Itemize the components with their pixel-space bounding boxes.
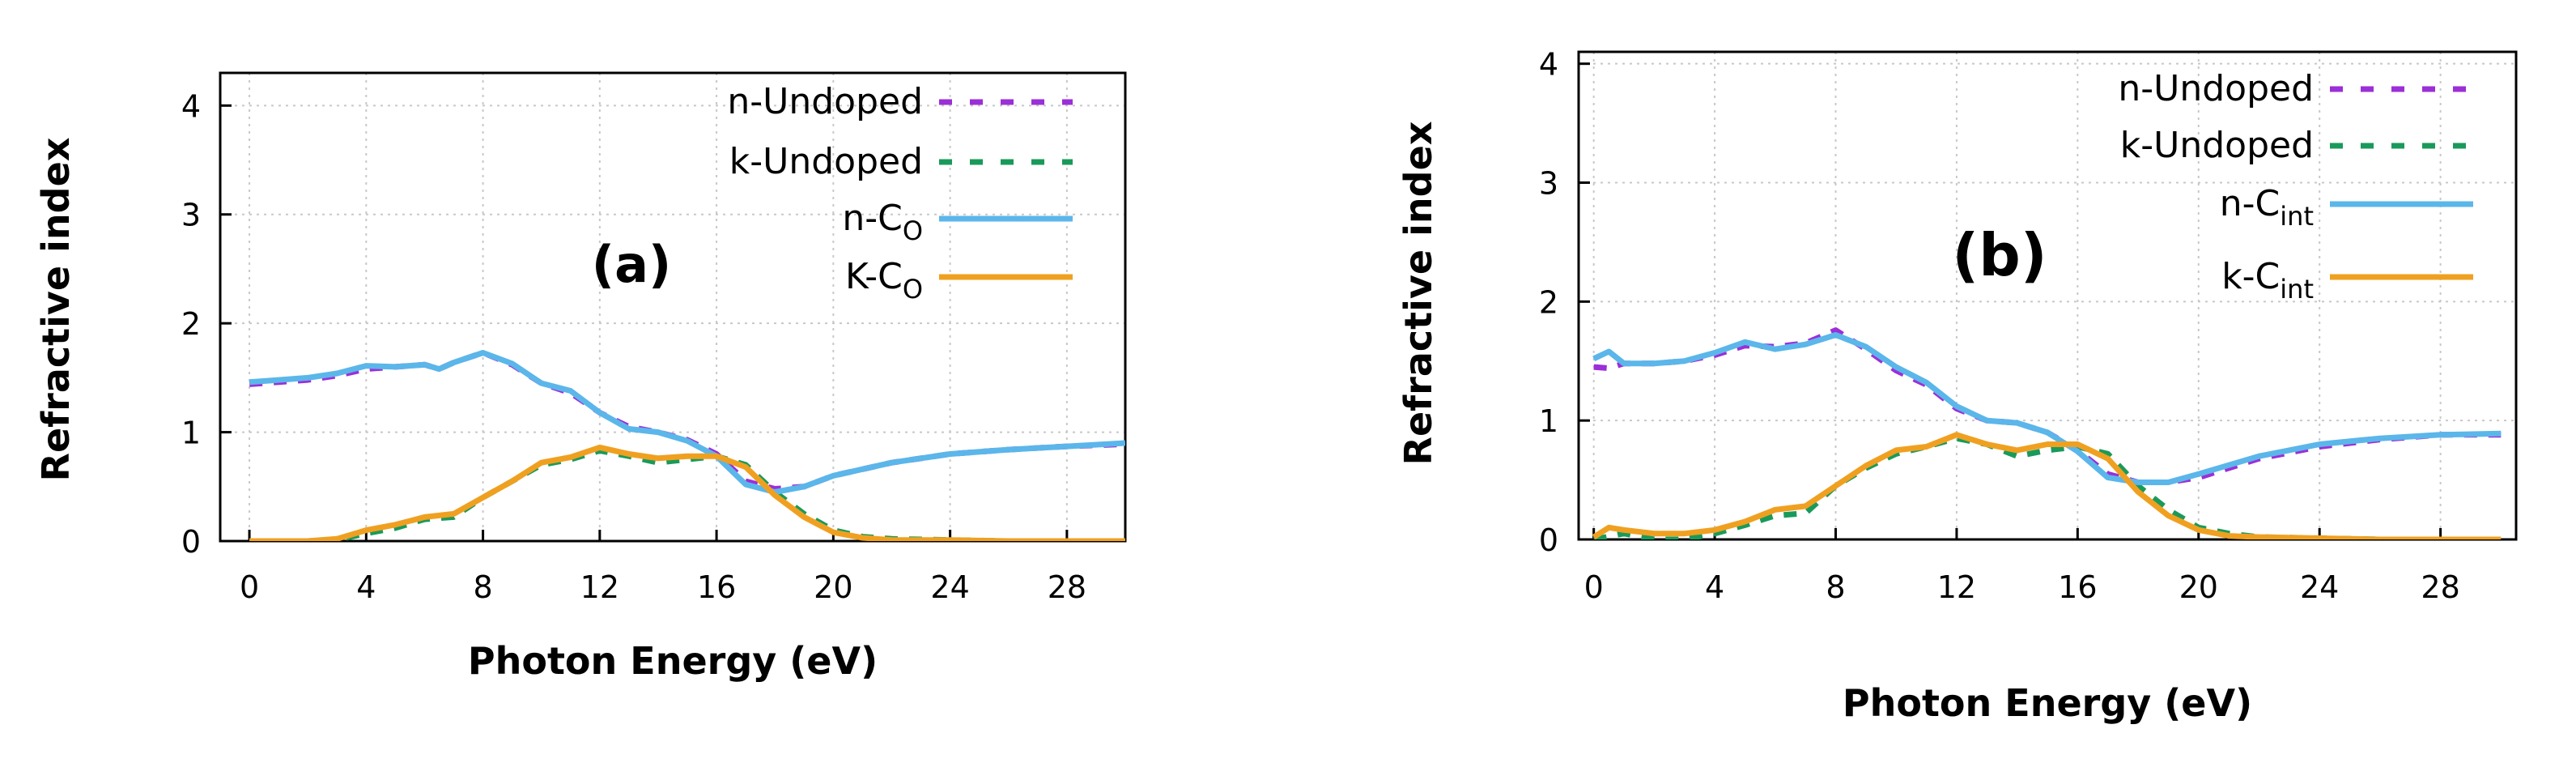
series-line-k-c-o (249, 444, 1125, 541)
series-line-n-c-o (249, 350, 1125, 495)
legend-label-subscript: int (2280, 201, 2314, 232)
legend-entry: n-Cint (2220, 183, 2314, 232)
y-axis-label: Refractive index (34, 138, 78, 482)
x-tick-label: 4 (356, 569, 376, 605)
y-tick-label: 3 (181, 198, 201, 233)
series-line-k-c-int (1592, 432, 2502, 539)
x-tick-label: 8 (473, 569, 492, 605)
x-tick-label: 12 (580, 569, 619, 605)
legend-label: n-C (842, 198, 903, 239)
legend-label-subscript: int (2280, 274, 2314, 305)
x-axis-label: Photon Energy (eV) (1843, 681, 2252, 725)
legend-entry: k-Cint (2221, 256, 2314, 305)
legend-label-subscript: O (903, 274, 923, 305)
series-line-n-c-int (1592, 332, 2502, 485)
x-tick-label: 28 (2421, 569, 2459, 605)
y-tick-label: 2 (181, 306, 201, 342)
y-tick-label: 2 (1539, 284, 1558, 320)
legend-label: n-C (2220, 183, 2281, 224)
legend-label: n-Undoped (727, 81, 923, 122)
x-tick-label: 8 (1826, 569, 1845, 605)
legend-entry: K-CO (845, 256, 923, 305)
legend-entry: n-Undoped (2118, 68, 2314, 109)
legend-label: k-Undoped (729, 141, 923, 182)
series-group (1592, 327, 2502, 539)
legend-label: k-C (2221, 256, 2280, 297)
y-tick-label: 0 (1539, 522, 1558, 558)
legend-entry: k-Undoped (2120, 125, 2314, 166)
y-tick-label: 0 (181, 524, 201, 560)
x-tick-label: 24 (930, 569, 969, 605)
legend-entry: n-Undoped (727, 81, 923, 122)
panel-label: (a) (592, 235, 672, 294)
legend-label: n-Undoped (2118, 68, 2314, 109)
x-tick-label: 0 (1584, 569, 1604, 605)
series-group (249, 350, 1125, 541)
x-tick-label: 16 (697, 569, 736, 605)
x-axis-label: Photon Energy (eV) (468, 639, 878, 683)
y-tick-label: 4 (181, 88, 201, 124)
plot-frame (219, 71, 1127, 543)
x-tick-label: 0 (240, 569, 259, 605)
x-tick-label: 4 (1705, 569, 1724, 605)
y-tick-label: 1 (1539, 403, 1558, 439)
x-tick-label: 20 (814, 569, 852, 605)
legend-label: k-Undoped (2120, 125, 2314, 166)
series-line-n-undoped (1593, 327, 2502, 485)
series-line-n-undoped (249, 350, 1125, 492)
panel-label: (b) (1952, 221, 2047, 289)
y-axis-label: Refractive index (1396, 121, 1440, 466)
y-tick-label: 1 (181, 416, 201, 451)
x-tick-label: 28 (1048, 569, 1086, 605)
legend-label-subscript: O (903, 215, 923, 246)
y-tick-label: 4 (1539, 47, 1558, 83)
plot-frame (1577, 50, 2518, 541)
x-tick-label: 24 (2300, 569, 2339, 605)
y-tick-label: 3 (1539, 166, 1558, 202)
x-tick-label: 16 (2058, 569, 2097, 605)
legend-label: K-C (845, 256, 903, 297)
legend-entry: n-CO (842, 198, 923, 246)
legend-entry: k-Undoped (729, 141, 923, 182)
x-tick-label: 20 (2179, 569, 2218, 605)
x-tick-label: 12 (1937, 569, 1976, 605)
